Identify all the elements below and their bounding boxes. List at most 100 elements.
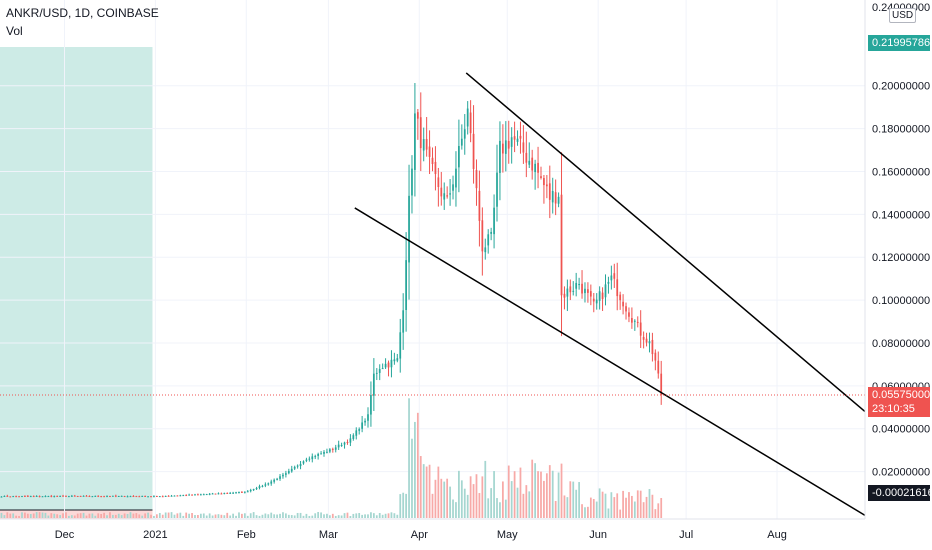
candle-body (249, 489, 252, 492)
candle-body (340, 445, 343, 447)
volume-bar (12, 513, 15, 518)
volume-bar (578, 482, 580, 518)
candle-body (241, 491, 243, 493)
volume-bar (6, 512, 9, 518)
candle-body (428, 146, 431, 157)
candle-body (604, 284, 607, 298)
volume-bar (91, 513, 94, 518)
symbol-title[interactable]: ANKR/USD, 1D, COINBASE (6, 6, 159, 20)
volume-bar (660, 498, 663, 518)
volume-indicator-label[interactable]: Vol (6, 24, 23, 38)
candle-body (267, 483, 270, 485)
candle-body (516, 138, 519, 142)
volume-bar (399, 494, 402, 518)
volume-bar (47, 515, 50, 518)
candle-body (56, 495, 59, 497)
volume-bar (144, 513, 147, 518)
candle-body (628, 312, 630, 317)
volume-bar (607, 508, 610, 518)
candle-body (414, 113, 416, 170)
candle-body (317, 453, 320, 456)
candle-body (543, 178, 545, 186)
candle-body (79, 495, 82, 497)
volume-bar (534, 463, 537, 518)
volume-bar (566, 497, 569, 518)
candle-body (393, 359, 396, 362)
candle-body (29, 496, 32, 498)
price-axis[interactable]: 0.020000000.040000000.060000000.08000000… (872, 81, 930, 479)
currency-button[interactable]: USD (889, 8, 917, 23)
price-tick-label: 0.08000000 (872, 338, 930, 350)
candle-body (3, 496, 6, 498)
time-axis[interactable]: Dec 2021 Feb Mar Apr May Jun Jul Aug (55, 529, 787, 541)
volume-bar (633, 501, 636, 518)
volume-bar (455, 502, 457, 518)
volume-bar (123, 513, 126, 518)
volume-bar (414, 421, 416, 518)
volume-bar (557, 472, 560, 518)
candle-body (18, 496, 20, 498)
candle-body (592, 298, 595, 302)
volume-bar (138, 514, 141, 518)
volume-bar (328, 515, 331, 518)
volume-bar (525, 485, 528, 518)
volume-bar (384, 513, 387, 518)
candle-body (408, 195, 410, 263)
candle-body (176, 495, 179, 497)
candle-body (334, 447, 337, 450)
volume-bar (21, 512, 23, 518)
candle-body (197, 494, 199, 496)
candle-body (123, 496, 126, 498)
volume-bar (540, 471, 542, 518)
candle-body (431, 157, 434, 164)
price-tick-label: 0.18000000 (872, 124, 930, 136)
candle-body (0, 496, 3, 498)
candle-body (302, 461, 305, 464)
volume-bar (249, 513, 252, 518)
trendlines[interactable] (354, 72, 866, 516)
time-tick-label: Feb (237, 529, 256, 541)
candle-body (255, 488, 258, 490)
volume-bar (50, 513, 53, 518)
candle-body (270, 481, 273, 484)
volume-bar (411, 438, 413, 518)
trendline-upper (465, 72, 866, 413)
volume-bar (285, 513, 287, 518)
volume-bar (293, 515, 296, 518)
candle-body (645, 338, 648, 343)
candle-body (170, 495, 173, 497)
candle-body (534, 163, 537, 173)
candle-body (545, 184, 548, 187)
candle-body (405, 260, 407, 311)
candle-body (179, 495, 182, 497)
candle-body (572, 290, 575, 292)
volume-bar (361, 514, 364, 518)
time-tick-label: Aug (767, 529, 787, 541)
volume-bar (481, 476, 484, 518)
volume-bar (545, 473, 548, 518)
volume-bar (320, 512, 322, 518)
volume-bar (522, 493, 525, 518)
candle-body (575, 282, 578, 289)
candle-body (569, 286, 572, 293)
candle-body (38, 496, 41, 498)
candle-body (337, 444, 340, 448)
volume-bar (563, 495, 566, 518)
volume-bars (0, 398, 663, 518)
candle-body (607, 281, 610, 284)
candle-body (194, 494, 196, 496)
candle-body (323, 451, 325, 454)
volume-bar (194, 515, 196, 518)
candle-body (578, 283, 580, 286)
candle-body (202, 494, 205, 496)
candle-body (496, 172, 498, 207)
volume-bar (273, 514, 276, 518)
volume-bar (587, 506, 589, 518)
volume-bar (229, 515, 232, 518)
candle-body (648, 341, 651, 344)
candle-body (103, 496, 105, 498)
candle-body (264, 484, 267, 486)
volume-bar (132, 513, 135, 518)
candle-body (109, 496, 111, 498)
